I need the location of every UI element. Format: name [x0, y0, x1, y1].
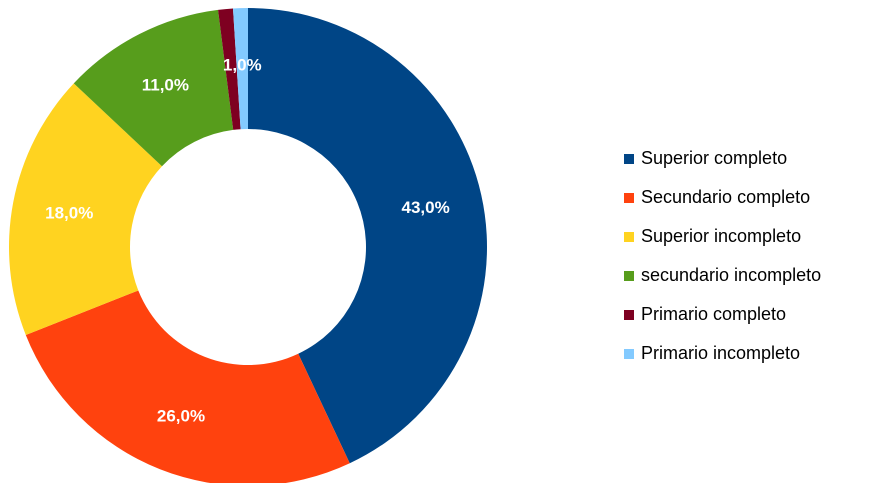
slice-data-label: 18,0%: [45, 203, 93, 222]
donut-slice: [218, 8, 241, 130]
donut-slice: [232, 8, 248, 130]
legend-item: Secundario completo: [624, 178, 821, 217]
legend-item: Primario completo: [624, 295, 821, 334]
legend-item: Superior completo: [624, 139, 821, 178]
slice-data-label: 26,0%: [157, 407, 205, 426]
legend-label: Secundario completo: [641, 187, 811, 207]
legend-item: secundario incompleto: [624, 256, 821, 295]
legend-label: Superior completo: [641, 148, 788, 168]
legend-item: Primario incompleto: [624, 334, 821, 373]
donut-data-labels: 43,0% 26,0% 18,0% 11,0% 1,0%: [45, 56, 450, 426]
legend-item: Superior incompleto: [624, 217, 821, 256]
legend-label: Primario incompleto: [641, 343, 801, 363]
donut-plot-area: 43,0% 26,0% 18,0% 11,0% 1,0%: [8, 8, 487, 483]
legend-swatch: [624, 153, 634, 164]
slice-data-label: 43,0%: [402, 198, 450, 217]
legend-label: Primario completo: [641, 304, 787, 324]
legend-swatch: [624, 309, 634, 320]
legend-swatch: [624, 270, 634, 281]
legend-swatch: [624, 348, 634, 359]
legend-swatch: [624, 192, 634, 203]
donut-slice: [25, 290, 350, 483]
donut-slice: [73, 9, 234, 167]
donut-slice: [8, 83, 162, 335]
slice-data-label: 1,0%: [223, 56, 262, 75]
legend-label: secundario incompleto: [641, 265, 822, 285]
donut-slice: [248, 8, 487, 464]
donut-slices: [8, 8, 487, 483]
legend-label: Superior incompleto: [641, 226, 802, 246]
legend-swatch: [624, 231, 634, 242]
chart-legend: Superior completo Secundario completo Supe…: [624, 139, 821, 373]
slice-data-label: 11,0%: [142, 75, 189, 94]
